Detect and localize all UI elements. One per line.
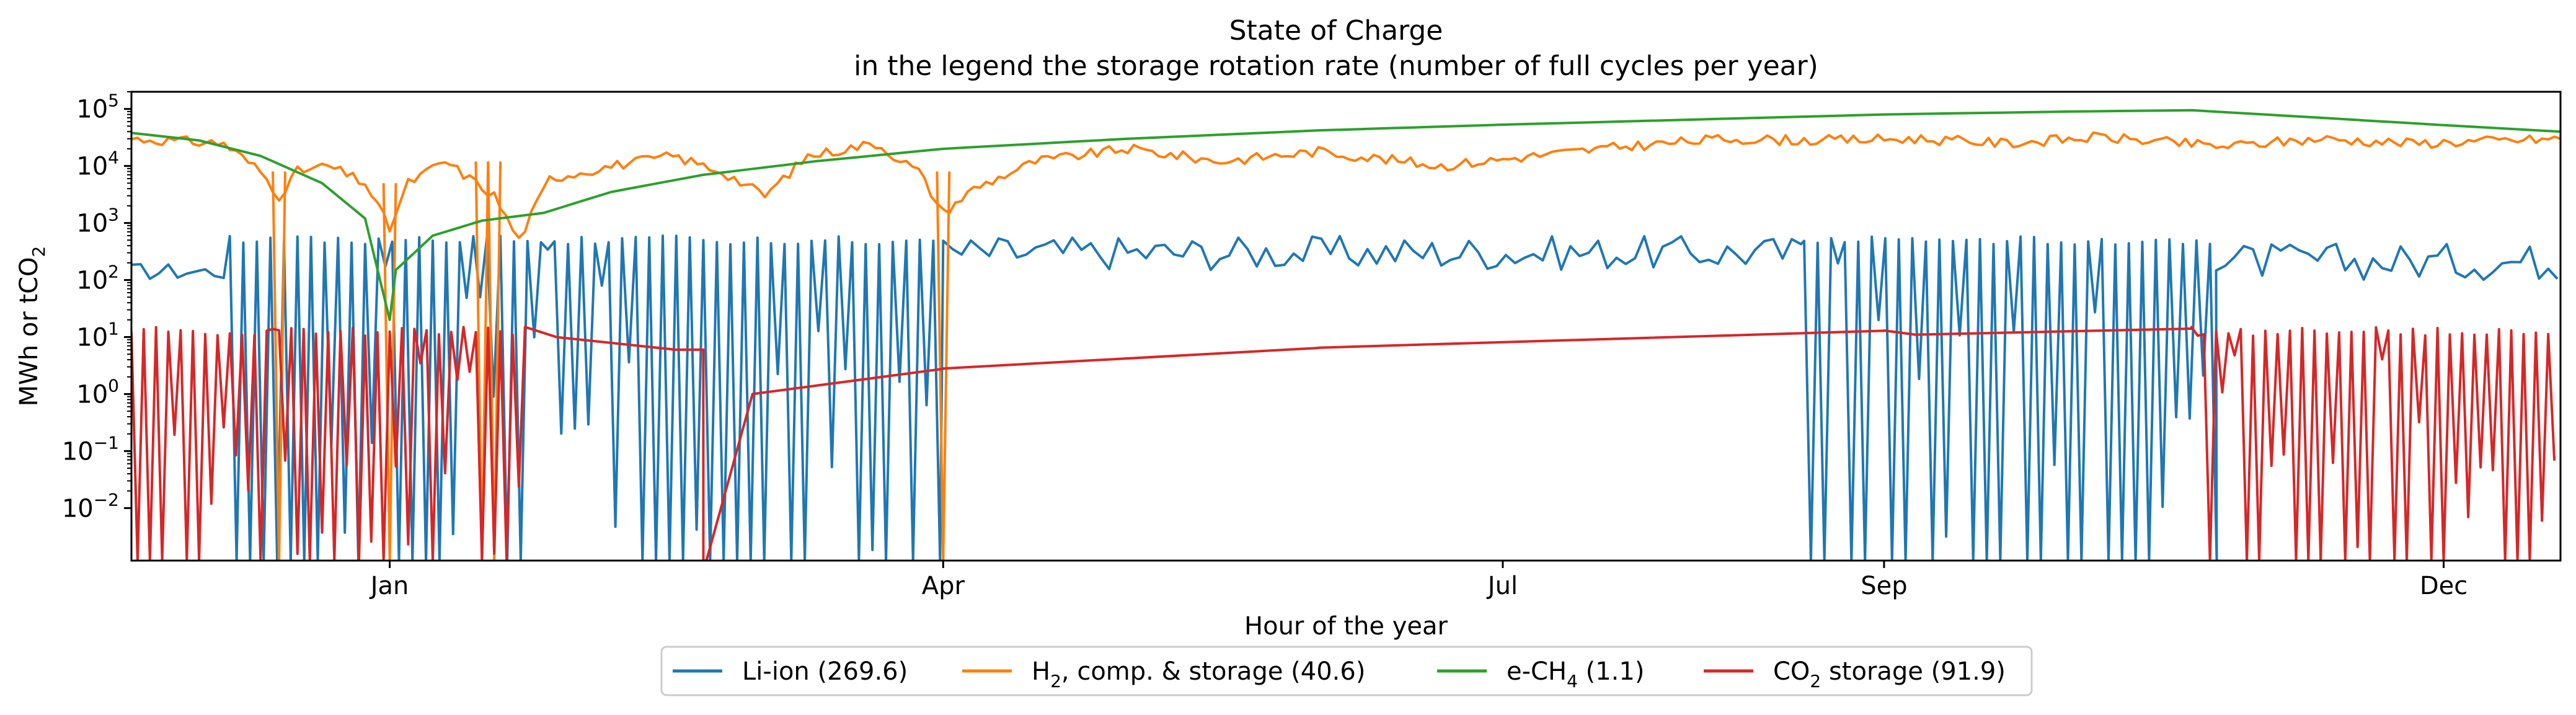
x-tick-label: Dec (2420, 572, 2468, 600)
y-tick-label: 100 (76, 375, 119, 409)
legend-label: CO2 storage (91.9) (1773, 657, 2006, 691)
x-tick-label: Jul (1486, 572, 1518, 600)
series-layer (131, 109, 2561, 561)
legend-label: e-CH4 (1.1) (1507, 657, 1644, 691)
y-tick-label: 10−1 (62, 432, 119, 466)
series-line (131, 234, 2559, 561)
legend-label: Li-ion (269.6) (742, 657, 908, 686)
series-line (131, 326, 2556, 561)
legend-item: CO2 storage (91.9) (1704, 657, 2006, 691)
x-axis-label: Hour of the year (1244, 612, 1448, 641)
legend: Li-ion (269.6) H2, comp. & storage (40.6)… (660, 646, 2033, 696)
x-tick-label: Sep (1861, 572, 1907, 600)
y-tick-label: 10−2 (62, 489, 119, 523)
chart-title: State of Charge (1229, 15, 1443, 47)
x-axis: Jan Apr Jul Sep Dec (369, 561, 2468, 600)
y-tick-label: 102 (76, 262, 119, 295)
x-tick-label: Apr (922, 572, 965, 600)
y-tick-label: 105 (76, 91, 119, 124)
y-axis: 10−2 10−1 100 101 102 103 104 105 (62, 91, 131, 523)
series-drop (382, 183, 397, 561)
legend-item: H2, comp. & storage (40.6) (962, 657, 1365, 691)
plot-frame (130, 91, 2562, 562)
chart-subtitle: in the legend the storage rotation rate … (854, 50, 1818, 82)
series-line (131, 131, 2561, 239)
x-tick-label: Jan (369, 572, 409, 600)
y-tick-label: 104 (76, 148, 119, 181)
legend-item: Li-ion (269.6) (673, 657, 908, 686)
series-line (131, 109, 2561, 321)
y-tick-label: 101 (76, 318, 119, 352)
y-axis-label: MWh or tCO2 (15, 246, 49, 407)
legend-item: e-CH4 (1.1) (1437, 657, 1644, 691)
y-tick-label: 103 (76, 205, 119, 238)
series-drop (474, 161, 490, 561)
series-drop (487, 161, 502, 561)
legend-label: H2, comp. & storage (40.6) (1032, 657, 1365, 691)
legend-box (660, 646, 2033, 696)
series-drop (936, 171, 951, 561)
series-drop (272, 171, 286, 561)
